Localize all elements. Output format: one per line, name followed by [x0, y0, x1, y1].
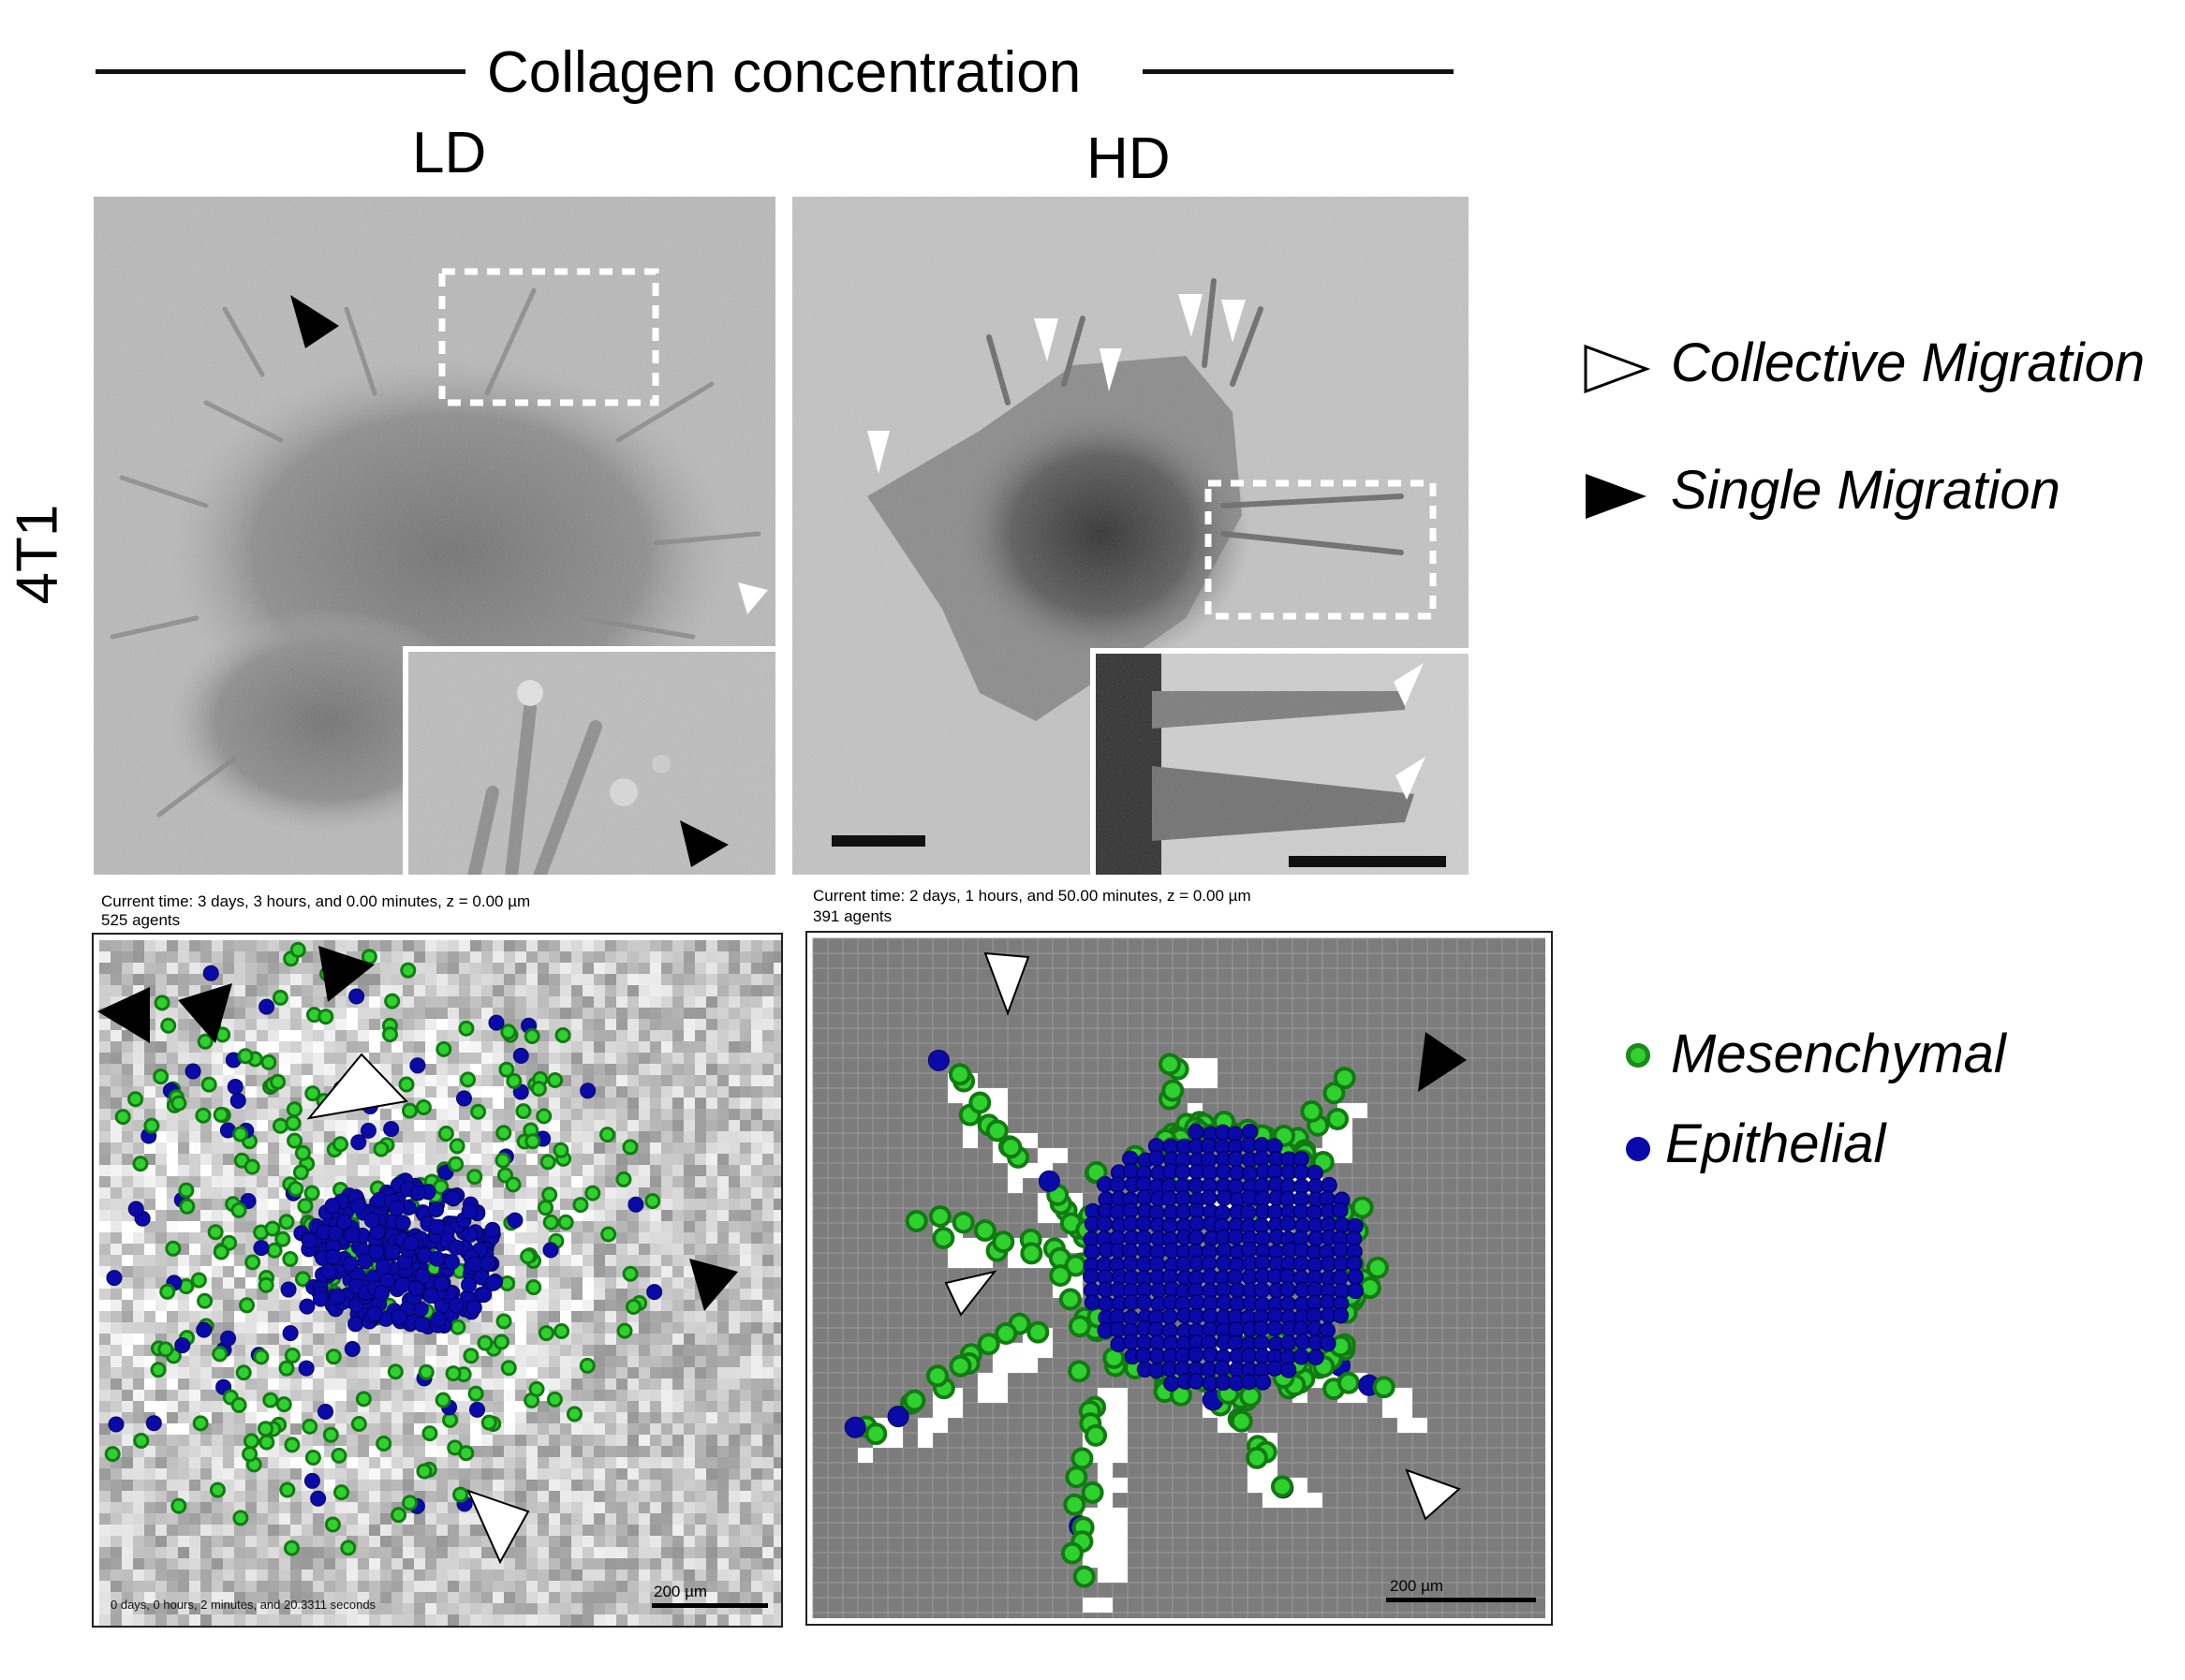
figure-title: Collagen concentration	[487, 40, 1082, 105]
title-rule-right	[1143, 69, 1454, 74]
sim-ld-agents: 525 agents	[101, 911, 181, 929]
sim-ld-panel: 200 µm 0 days, 0 hours, 2 minutes, and 2…	[92, 933, 783, 1628]
sim-hd-scale-label: 200 µm	[1390, 1577, 1444, 1595]
column-label-hd: HD	[1086, 126, 1171, 191]
legend-collective-icon	[1584, 344, 1650, 394]
legend-epithelial-icon	[1626, 1137, 1650, 1161]
micrograph-hd	[792, 197, 1469, 875]
sim-ld-scale-bar	[652, 1603, 768, 1608]
ld-core	[301, 1172, 504, 1335]
micrograph-ld	[94, 197, 775, 875]
hd-core	[1083, 1123, 1365, 1393]
sim-ld-scale-label: 200 µm	[654, 1583, 708, 1600]
ld-arrowheads	[97, 946, 738, 1565]
legend-single-icon	[1586, 474, 1646, 519]
hd-arrowheads	[944, 951, 1467, 1521]
legend-mesenchymal-icon	[1626, 1043, 1650, 1068]
sim-hd-time: Current time: 2 days, 1 hours, and 50.00…	[813, 887, 1251, 905]
sim-ld-elapsed: 0 days, 0 hours, 2 minutes, and 20.3311 …	[111, 1598, 376, 1612]
legend-epithelial-label: Epithelial	[1665, 1113, 1886, 1174]
micrograph-hd-inset	[1090, 648, 1469, 875]
sim-hd-canvas	[812, 937, 1545, 1618]
micrograph-ld-inset	[403, 646, 775, 875]
row-label-4t1: 4T1	[5, 504, 70, 605]
column-label-ld: LD	[412, 121, 487, 185]
sim-ld-time: Current time: 3 days, 3 hours, and 0.00 …	[101, 892, 531, 910]
legend-collective-label: Collective Migration	[1671, 332, 2146, 393]
legend-mesenchymal-label: Mesenchymal	[1671, 1024, 2006, 1084]
sim-ld-canvas	[97, 940, 781, 1626]
sim-hd-panel: 200 µm	[805, 931, 1553, 1626]
sim-hd-agents: 391 agents	[813, 907, 893, 925]
legend-single-label: Single Migration	[1671, 460, 2060, 521]
title-rule-left	[96, 69, 465, 74]
sim-hd-scale-bar	[1386, 1598, 1536, 1602]
